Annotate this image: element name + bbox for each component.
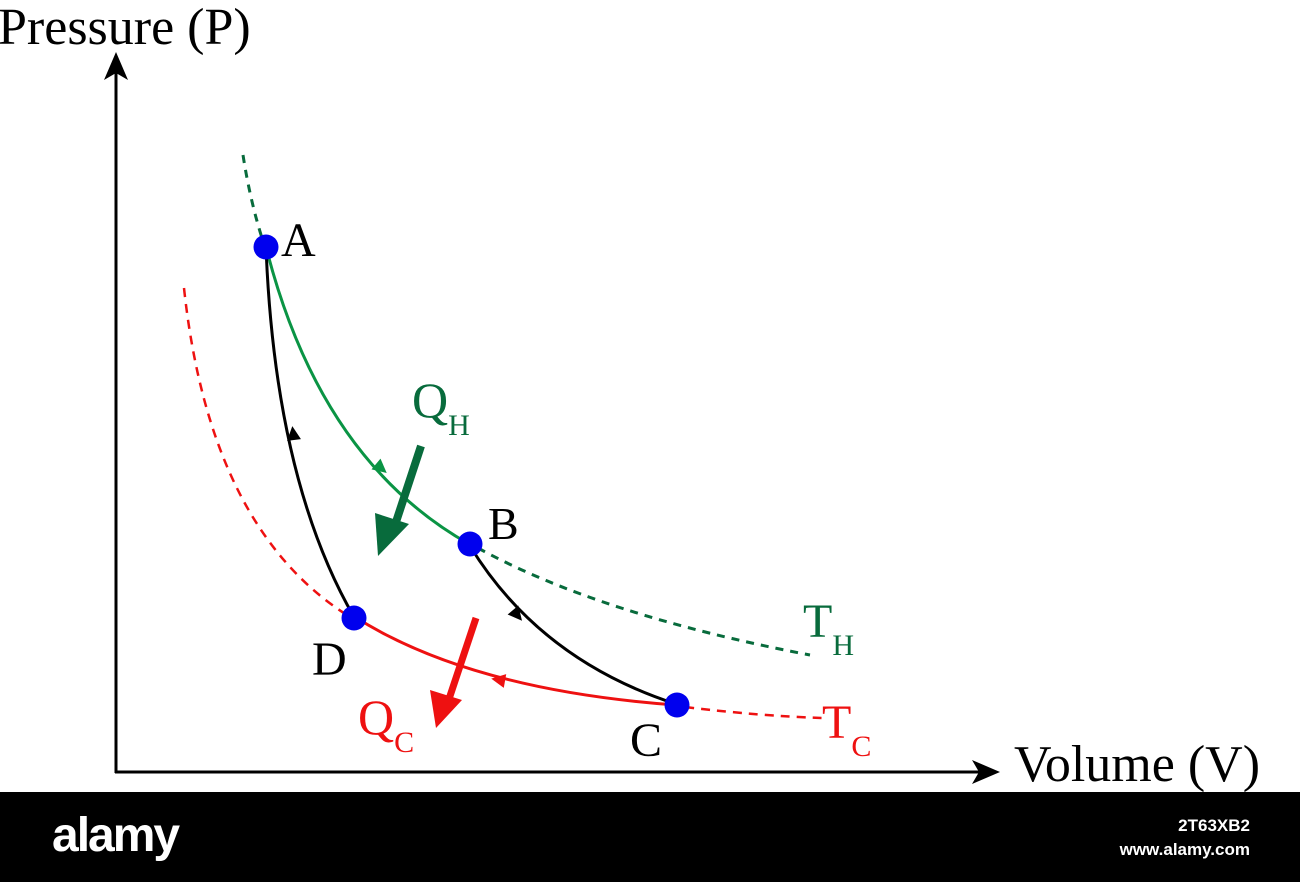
heat-in-arrowhead <box>375 513 409 556</box>
heat-in-label-main: Q <box>412 372 448 428</box>
heat-in-label-sub: H <box>448 409 470 442</box>
hot-isotherm-label-main: T <box>803 595 832 648</box>
point-label-c: C <box>630 714 662 767</box>
y-axis-arrowhead <box>104 52 128 80</box>
heat-in-arrow-shaft <box>390 444 425 530</box>
site-url: www.alamy.com <box>1119 840 1250 859</box>
cold-isotherm-label: TC <box>822 696 871 763</box>
heat-out-arrow-shaft <box>444 616 480 704</box>
heat-out-arrowhead <box>430 690 462 728</box>
point-label-d: D <box>312 633 347 686</box>
adiabatic-expansion-bc <box>468 545 677 706</box>
watermark-footer-bar: alamy 2T63XB2 www.alamy.com <box>0 792 1300 882</box>
state-point-a <box>253 234 279 260</box>
hot-isotherm-label-sub: H <box>832 629 854 662</box>
alamy-logo: alamy <box>52 809 180 862</box>
heat-out-label-sub: C <box>394 726 414 759</box>
cold-isotherm-dashed-right <box>684 705 823 720</box>
adiabatic-compression-da <box>264 246 356 618</box>
heat-in-label: QH <box>412 372 470 442</box>
state-point-c <box>664 692 690 718</box>
point-label-b: B <box>488 498 519 549</box>
cold-isotherm-dashed-left <box>182 287 351 619</box>
hot-isotherm-dashed-lower <box>477 546 811 657</box>
heat-out-label: QC <box>358 689 414 759</box>
direction-arrow-bc <box>507 605 522 621</box>
cold-isotherm-label-sub: C <box>851 730 871 763</box>
state-point-b <box>457 531 483 557</box>
direction-arrow-ab <box>371 458 387 473</box>
x-axis-arrowhead <box>972 760 1000 784</box>
hot-isotherm-label: TH <box>803 595 854 662</box>
carnot-cycle-pv-diagram: Pressure (P) Volume (V) A B C D QH QC TH… <box>0 0 1260 792</box>
x-axis-label: Volume (V) <box>1014 736 1260 792</box>
state-point-d <box>341 605 367 631</box>
isothermal-compression-cd <box>354 615 677 707</box>
axes <box>104 52 1000 784</box>
direction-arrow-da <box>287 426 301 441</box>
y-axis-label: Pressure (P) <box>0 0 251 56</box>
direction-arrow-cd <box>491 674 507 688</box>
heat-out-label-main: Q <box>358 689 394 745</box>
point-label-a: A <box>281 214 316 267</box>
image-id: 2T63XB2 <box>1178 816 1250 835</box>
cold-isotherm-label-main: T <box>822 696 851 749</box>
isothermal-expansion-ab <box>264 246 470 546</box>
hot-isotherm-dashed-upper <box>241 154 264 239</box>
